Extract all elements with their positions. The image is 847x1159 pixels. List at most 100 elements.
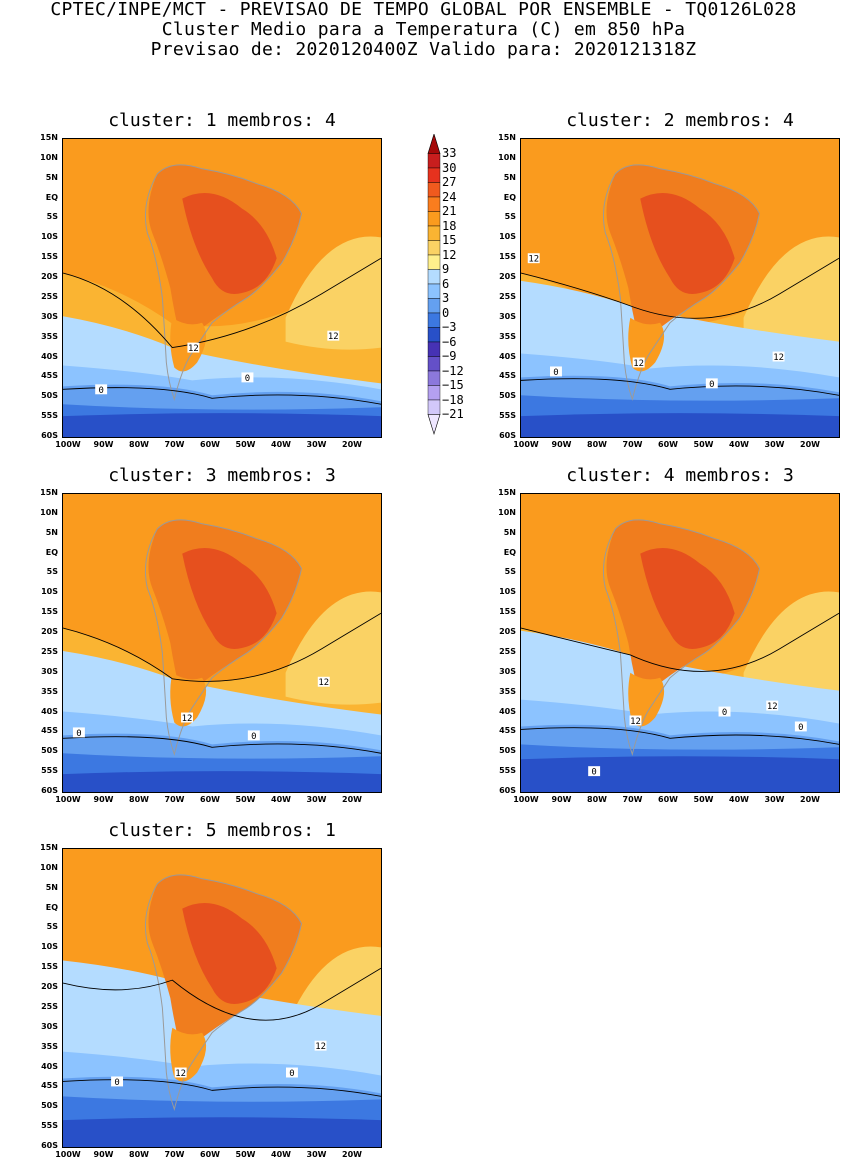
lat-tick-label: 10S (41, 232, 58, 242)
lon-tick-label: 60W (200, 440, 220, 449)
header-dates: Previsao de: 2020120400Z Valido para: 20… (150, 39, 697, 60)
lat-tick-label: 60S (41, 431, 58, 440)
lon-tick-label: 50W (693, 795, 714, 804)
contour-label: 0 (794, 721, 807, 733)
contour-0 (521, 727, 839, 745)
lon-tick-label: 80W (129, 440, 149, 449)
panel-title: cluster: 3 membros: 3 (108, 465, 336, 486)
contour-label: 12 (632, 357, 645, 369)
panel-title: cluster: 4 membros: 3 (566, 465, 794, 486)
map-area: 12 12 0 0 (62, 848, 382, 1148)
contour-label: 12 (766, 700, 779, 712)
lat-tick-label: 15S (499, 607, 516, 617)
lat-tick-label: 5S (46, 212, 58, 222)
lat-tick-label: 60S (41, 1141, 58, 1150)
contour-label: 0 (550, 366, 562, 378)
lat-tick-label: 5N (503, 172, 516, 182)
lat-tick-label: 5N (45, 882, 58, 892)
panel-title: cluster: 1 membros: 4 (108, 110, 336, 131)
contour-label: 12 (317, 676, 330, 688)
colorbar-label: 27 (442, 175, 457, 189)
lon-tick-label: 70W (164, 1150, 185, 1159)
svg-text:12: 12 (773, 353, 784, 363)
lon-tick-label: 70W (622, 795, 643, 804)
lat-tick-label: 55S (41, 411, 58, 421)
colorbar-swatch (427, 196, 441, 212)
colorbar-label: −12 (442, 363, 464, 378)
lon-tick-label: 20W (342, 440, 362, 449)
coastline (602, 164, 761, 401)
lat-tick-label: 5S (504, 212, 516, 222)
contour-12 (521, 257, 839, 319)
contour-12 (63, 967, 381, 1021)
field-12 (743, 236, 839, 350)
continent-hot (640, 548, 735, 649)
lat-tick-label: 35S (41, 686, 58, 696)
temperature-field: 12 12 12 0 0 (521, 139, 839, 437)
lon-tick-label: 80W (129, 795, 149, 804)
lat-tick-label: 35S (499, 686, 516, 696)
lat-tick-label: 10N (40, 152, 58, 162)
colorbar-swatch (427, 269, 441, 285)
lat-tick-label: EQ (45, 547, 58, 557)
lat-tick-label: 10S (41, 942, 58, 952)
lon-tick-label: 40W (271, 1150, 291, 1159)
contour-12 (63, 257, 381, 349)
svg-text:0: 0 (114, 1078, 119, 1088)
lon-tick-label: 60W (200, 795, 220, 804)
lat-tick-label: 25S (41, 291, 58, 301)
contour-label: 12 (187, 342, 200, 354)
field-m6 (521, 413, 839, 437)
colorbar-swatch (427, 211, 441, 227)
lon-tick-label: 50W (693, 440, 714, 449)
svg-text:12: 12 (633, 359, 644, 369)
lat-tick-label: EQ (45, 902, 58, 912)
contour-0 (521, 378, 839, 396)
lat-tick-label: 50S (499, 746, 516, 756)
field-m6 (63, 413, 381, 437)
lat-tick-label: 40S (499, 706, 516, 716)
lat-tick-label: 25S (41, 646, 58, 656)
lat-tick-label: 60S (41, 786, 58, 795)
lon-tick-label: 100W (55, 1150, 81, 1159)
field-m6 (521, 756, 839, 792)
continent-hot (182, 548, 277, 649)
contour-0 (63, 736, 381, 754)
colorbar-swatch (427, 312, 441, 328)
lat-tick-label: 5S (504, 567, 516, 577)
svg-text:12: 12 (188, 344, 199, 354)
svg-text:12: 12 (318, 678, 329, 688)
lat-tick-label: 25S (41, 1001, 58, 1011)
lon-tick-label: 100W (55, 440, 81, 449)
svg-text:0: 0 (709, 380, 714, 390)
lat-tick-label: 60S (499, 431, 516, 440)
continent-hot (640, 193, 735, 294)
lat-tick-label: 40S (41, 1061, 58, 1071)
lat-tick-label: 20S (499, 272, 516, 282)
lat-tick-label: 20S (41, 982, 58, 992)
svg-text:0: 0 (591, 768, 596, 778)
contour-label: 0 (72, 727, 85, 739)
lon-tick-label: 30W (764, 440, 785, 449)
colorbar: 33 30 27 24 21 18 15 12 9 6 3 0 −3 −6 −9 −12 −15 −18 −21 (426, 132, 464, 448)
lon-tick-label: 100W (513, 440, 539, 449)
colorbar-swatch (427, 341, 441, 357)
lat-tick-label: 10N (40, 862, 58, 872)
temperature-field: 12 12 0 0 (63, 494, 381, 792)
colorbar-swatch (427, 356, 441, 372)
lon-tick-label: 30W (306, 795, 327, 804)
map-area: 12 12 0 0 (62, 138, 382, 438)
colorbar-swatch (427, 240, 441, 256)
lon-tick-label: 20W (342, 795, 362, 804)
lon-tick-label: 90W (93, 795, 114, 804)
lat-tick-label: 20S (499, 627, 516, 637)
lat-tick-label: 55S (41, 1121, 58, 1131)
lon-tick-label: 40W (271, 440, 291, 449)
lat-tick-label: 30S (499, 311, 516, 321)
svg-text:12: 12 (175, 1069, 186, 1079)
lon-tick-label: 40W (271, 795, 291, 804)
colorbar-label: 18 (442, 218, 457, 233)
field-m6 (63, 1117, 381, 1147)
lat-tick-label: 10S (499, 232, 516, 242)
lat-tick-label: 45S (41, 726, 58, 736)
